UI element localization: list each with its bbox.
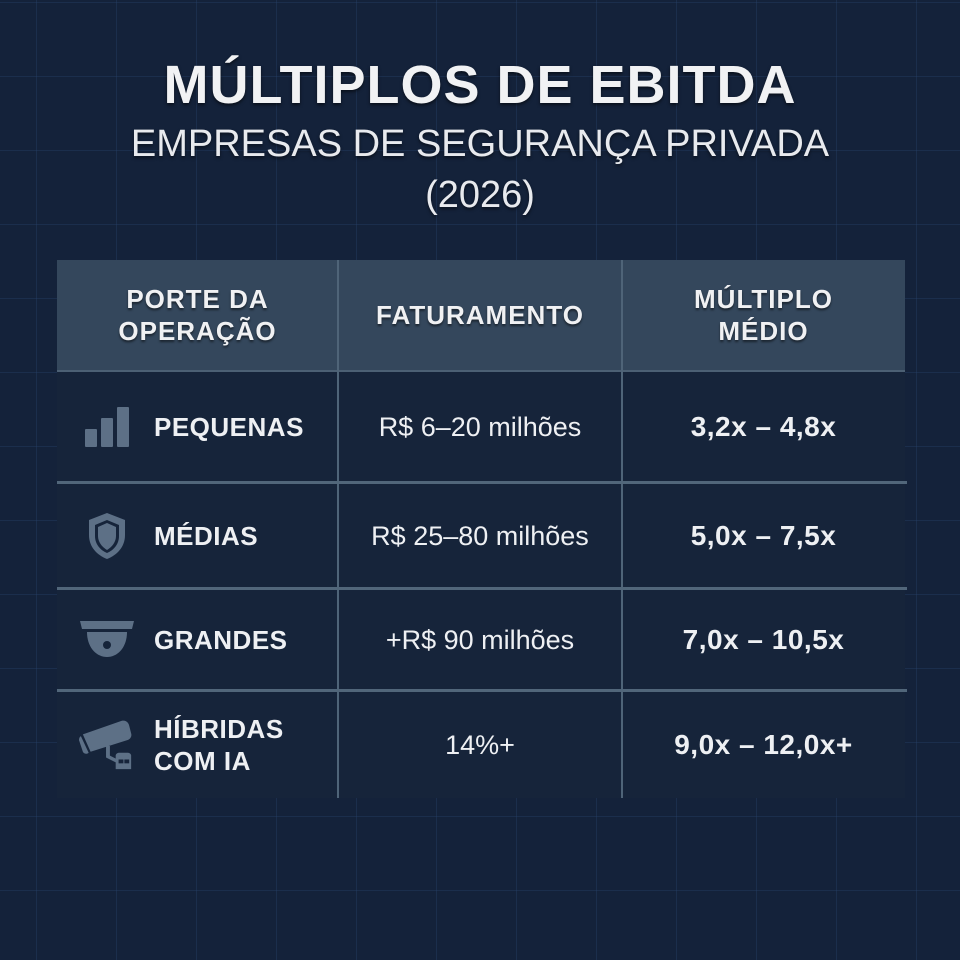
faturamento-value: +R$ 90 milhões bbox=[385, 624, 575, 655]
bar-chart-icon bbox=[79, 372, 135, 482]
column-header-porte: PORTE DA OPERAÇÃO bbox=[118, 284, 277, 346]
row-divider bbox=[57, 689, 907, 692]
title-block: MÚLTIPLOS DE EBITDA EMPRESAS DE SEGURANÇ… bbox=[0, 52, 960, 220]
dome-camera-icon bbox=[79, 590, 135, 690]
row-divider bbox=[57, 587, 907, 590]
page-year: (2026) bbox=[425, 174, 535, 216]
page-subtitle: EMPRESAS DE SEGURANÇA PRIVADA bbox=[130, 123, 830, 165]
page-title: MÚLTIPLOS DE EBITDA bbox=[163, 55, 797, 115]
table-row: HÍBRIDAS COM IA 14%+ 9,0x – 12,0x+ bbox=[57, 692, 905, 798]
faturamento-value: R$ 6–20 milhões bbox=[378, 411, 582, 442]
column-header-multiplo: MÚLTIPLO MÉDIO bbox=[694, 284, 833, 346]
row-label: HÍBRIDAS COM IA bbox=[154, 714, 284, 776]
multiplo-value: 7,0x – 10,5x bbox=[682, 624, 845, 655]
multiplo-value: 5,0x – 7,5x bbox=[690, 520, 837, 551]
row-label: PEQUENAS bbox=[154, 412, 304, 442]
table-header-row: PORTE DA OPERAÇÃO FATURAMENTO MÚLTIPLO M… bbox=[57, 260, 905, 372]
table-row: MÉDIAS R$ 25–80 milhões 5,0x – 7,5x bbox=[57, 484, 905, 588]
security-camera-icon bbox=[79, 692, 135, 798]
faturamento-value: 14%+ bbox=[445, 729, 515, 760]
column-divider bbox=[337, 260, 339, 798]
ebitda-multiples-table: PORTE DA OPERAÇÃO FATURAMENTO MÚLTIPLO M… bbox=[57, 260, 907, 798]
faturamento-value: R$ 25–80 milhões bbox=[371, 520, 589, 551]
table-row: PEQUENAS R$ 6–20 milhões 3,2x – 4,8x bbox=[57, 372, 905, 482]
row-label: MÉDIAS bbox=[154, 521, 259, 551]
shield-icon bbox=[79, 484, 135, 588]
row-label: GRANDES bbox=[154, 625, 288, 655]
column-header-faturamento: FATURAMENTO bbox=[376, 300, 584, 330]
table-row: GRANDES +R$ 90 milhões 7,0x – 10,5x bbox=[57, 590, 905, 690]
multiplo-value: 9,0x – 12,0x+ bbox=[674, 729, 853, 760]
multiplo-value: 3,2x – 4,8x bbox=[690, 411, 837, 442]
column-divider bbox=[621, 260, 623, 798]
row-divider bbox=[57, 481, 907, 484]
